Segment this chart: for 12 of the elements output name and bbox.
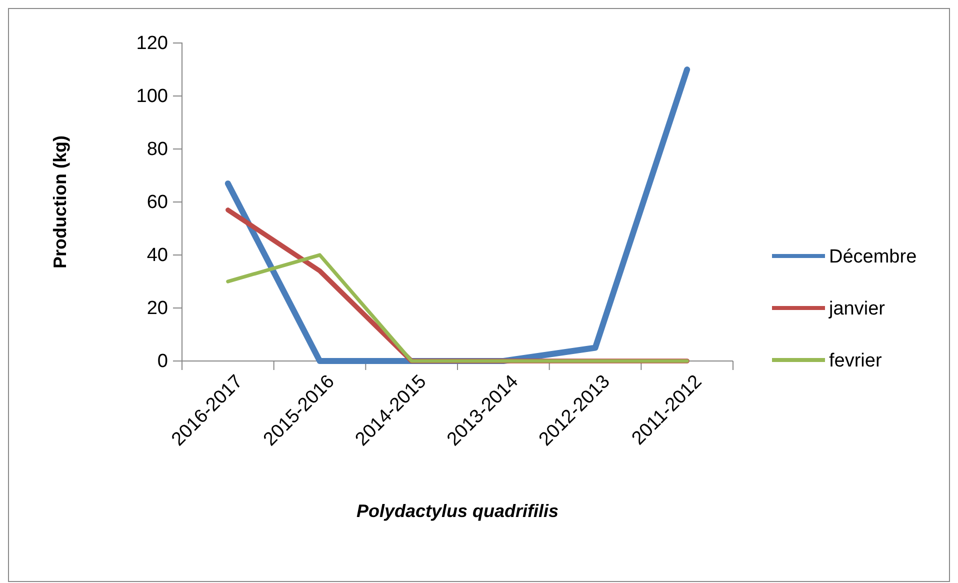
legend-label: janvier bbox=[828, 298, 886, 320]
y-tick-label: 80 bbox=[146, 139, 168, 160]
y-tick-label: 20 bbox=[146, 298, 168, 320]
y-tick-label: 60 bbox=[146, 192, 168, 214]
x-axis-title: Polydactylus quadrifilis bbox=[356, 501, 559, 521]
y-tick-label: 120 bbox=[136, 33, 168, 54]
y-tick-label: 40 bbox=[146, 245, 168, 266]
y-tick-label: 100 bbox=[136, 86, 168, 108]
legend-label: fevrier bbox=[829, 350, 882, 372]
y-tick-label: 0 bbox=[157, 351, 168, 372]
legend-label: Décembre bbox=[829, 246, 917, 268]
y-axis-title: Production (kg) bbox=[50, 136, 70, 268]
